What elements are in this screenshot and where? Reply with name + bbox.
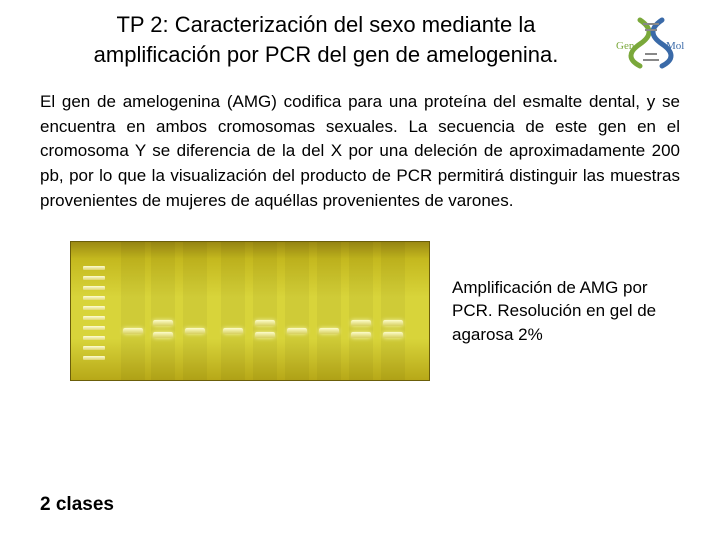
ladder-band <box>83 276 105 280</box>
body-paragraph: El gen de amelogenina (AMG) codifica par… <box>0 70 720 213</box>
ladder-band <box>83 356 105 360</box>
gel-electrophoresis-image <box>70 241 430 381</box>
gel-lane <box>221 242 245 380</box>
gel-band <box>185 328 205 334</box>
ladder-band <box>83 316 105 320</box>
gel-lane <box>381 242 405 380</box>
slide-title: TP 2: Caracterización del sexo mediante … <box>50 10 612 69</box>
gel-band <box>255 332 275 338</box>
gel-band <box>223 328 243 334</box>
genmol-logo: Gen Mol <box>612 14 690 70</box>
gel-lane <box>317 242 341 380</box>
gel-lane <box>183 242 207 380</box>
gel-band <box>123 328 143 334</box>
gel-caption: Amplificación de AMG por PCR. Resolución… <box>452 276 662 347</box>
gel-band <box>351 332 371 338</box>
ladder-band <box>83 296 105 300</box>
gel-band <box>153 320 173 326</box>
gel-lane <box>151 242 175 380</box>
gel-band <box>383 332 403 338</box>
ladder-band <box>83 266 105 270</box>
gel-band <box>287 328 307 334</box>
ladder-band <box>83 326 105 330</box>
ladder-band <box>83 286 105 290</box>
gel-band <box>319 328 339 334</box>
class-count-label: 2 clases <box>40 494 114 516</box>
logo-left-text: Gen <box>616 40 635 52</box>
ladder-band <box>83 336 105 340</box>
gel-band <box>351 320 371 326</box>
gel-band <box>255 320 275 326</box>
ladder-band <box>83 306 105 310</box>
gel-band <box>383 320 403 326</box>
gel-band <box>153 332 173 338</box>
gel-lane <box>349 242 373 380</box>
gel-lane <box>121 242 145 380</box>
ladder-band <box>83 346 105 350</box>
gel-lane <box>285 242 309 380</box>
logo-right-text: Mol <box>666 40 684 52</box>
gel-lane <box>253 242 277 380</box>
